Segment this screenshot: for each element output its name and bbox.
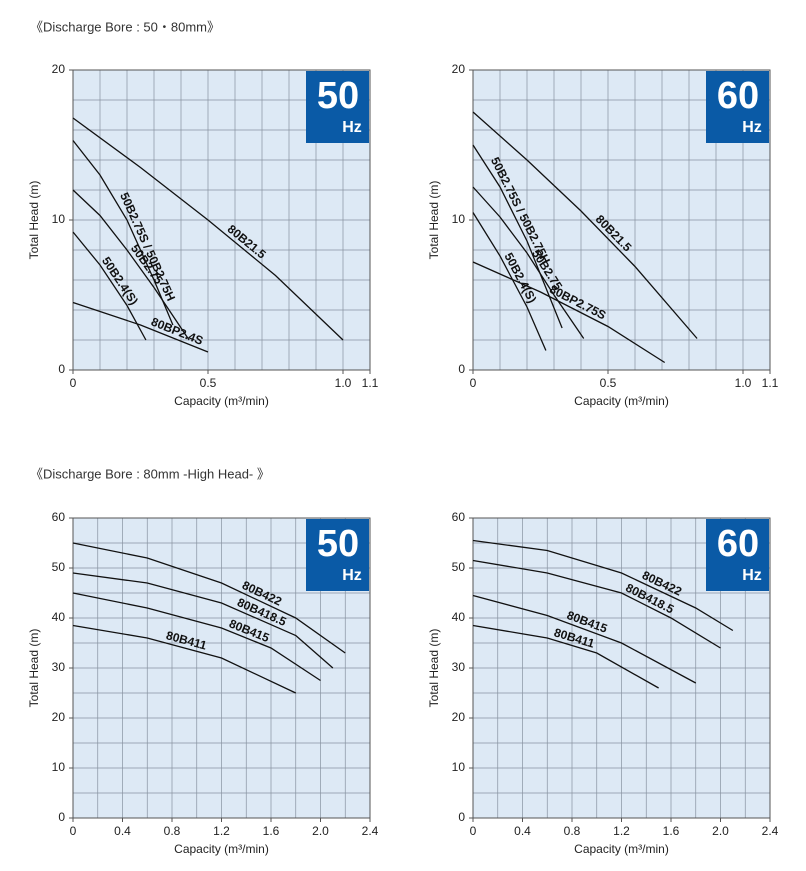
curve	[72, 301, 209, 353]
y-axis-label: Total Head (m)	[427, 181, 441, 260]
curve	[72, 624, 297, 694]
x-axis-label: Capacity (m³/min)	[574, 842, 669, 856]
chart: 0 10 20 0 0.5 1.0 1.1 Capacity (m³/min) Total He…	[27, 62, 378, 408]
chart: 0 10 20 30 40 50 60 0 0.4 0.8 1.2 1.6 2.0 2.4 Capacity…	[27, 510, 378, 856]
x-tick-label: 0.8	[164, 824, 181, 838]
x-tick-label: 1.1	[762, 376, 779, 390]
curve	[72, 592, 321, 682]
x-tick-label: 0	[470, 824, 477, 838]
y-tick-label: 20	[452, 62, 466, 76]
y-tick-label: 40	[52, 610, 66, 624]
curve	[472, 144, 563, 329]
x-tick-label: 0.5	[600, 376, 617, 390]
curve	[472, 539, 734, 632]
badge	[706, 519, 769, 591]
x-tick-label: 1.6	[663, 824, 680, 838]
chart: 0 10 20 30 40 50 60 0 0.4 0.8 1.2 1.6 2.0 2.4 Capacity…	[427, 510, 778, 856]
badge-value: 60	[717, 523, 759, 565]
y-tick-label: 10	[452, 760, 466, 774]
x-tick-label: 0.4	[114, 824, 131, 838]
y-tick-label: 20	[52, 62, 66, 76]
x-tick-label: 2.0	[312, 824, 329, 838]
y-axis-label: Total Head (m)	[27, 629, 41, 708]
curve	[72, 189, 190, 341]
curve	[472, 111, 698, 339]
x-tick-label: 1.2	[213, 824, 230, 838]
x-tick-label: 2.4	[362, 824, 379, 838]
curve	[472, 261, 666, 364]
curve	[472, 559, 721, 649]
y-axis-label: Total Head (m)	[427, 629, 441, 708]
badge-value: 60	[717, 75, 759, 117]
section-heading: 《Discharge Bore : 80mm -High Head- 》	[30, 466, 270, 481]
chart: 0 10 20 0 0.5 1.0 1.1 Capacity (m³/min) Total He…	[427, 62, 778, 408]
badge-unit: Hz	[342, 119, 362, 136]
x-axis-label: Capacity (m³/min)	[174, 394, 269, 408]
x-axis-label: Capacity (m³/min)	[574, 394, 669, 408]
y-tick-label: 10	[452, 212, 466, 226]
curve	[72, 572, 334, 669]
x-axis-label: Capacity (m³/min)	[174, 842, 269, 856]
x-tick-label: 0.4	[514, 824, 531, 838]
curve	[72, 140, 174, 326]
x-tick-label: 0	[70, 824, 77, 838]
x-tick-label: 0	[470, 376, 477, 390]
curve	[72, 542, 346, 654]
x-tick-label: 1.2	[613, 824, 630, 838]
badge-unit: Hz	[742, 567, 762, 584]
y-tick-label: 0	[458, 362, 465, 376]
badge	[306, 519, 369, 591]
curve	[472, 186, 585, 339]
y-tick-label: 30	[52, 660, 66, 674]
curve	[72, 231, 147, 341]
y-tick-label: 0	[58, 810, 65, 824]
x-tick-label: 0.5	[200, 376, 217, 390]
x-tick-label: 0.8	[564, 824, 581, 838]
y-tick-label: 0	[458, 810, 465, 824]
y-tick-label: 60	[52, 510, 66, 524]
y-tick-label: 40	[452, 610, 466, 624]
y-tick-label: 20	[52, 710, 66, 724]
badge-unit: Hz	[342, 567, 362, 584]
y-tick-label: 10	[52, 212, 66, 226]
x-tick-label: 1.0	[335, 376, 352, 390]
y-tick-label: 30	[452, 660, 466, 674]
x-tick-label: 1.6	[263, 824, 280, 838]
badge-unit: Hz	[742, 119, 762, 136]
curve	[72, 117, 344, 341]
y-tick-label: 50	[452, 560, 466, 574]
curve	[472, 594, 697, 684]
badge-value: 50	[317, 523, 359, 565]
badge	[706, 71, 769, 143]
curve	[472, 624, 659, 689]
x-tick-label: 1.0	[735, 376, 752, 390]
x-tick-label: 2.4	[762, 824, 779, 838]
y-tick-label: 60	[452, 510, 466, 524]
x-tick-label: 0	[70, 376, 77, 390]
badge-value: 50	[317, 75, 359, 117]
y-tick-label: 0	[58, 362, 65, 376]
y-tick-label: 10	[52, 760, 66, 774]
x-tick-label: 1.1	[362, 376, 379, 390]
y-axis-label: Total Head (m)	[27, 181, 41, 260]
curve	[472, 212, 547, 351]
badge	[306, 71, 369, 143]
section-heading: 《Discharge Bore : 50・80mm》	[30, 19, 220, 34]
y-tick-label: 50	[52, 560, 66, 574]
y-tick-label: 20	[452, 710, 466, 724]
x-tick-label: 2.0	[712, 824, 729, 838]
